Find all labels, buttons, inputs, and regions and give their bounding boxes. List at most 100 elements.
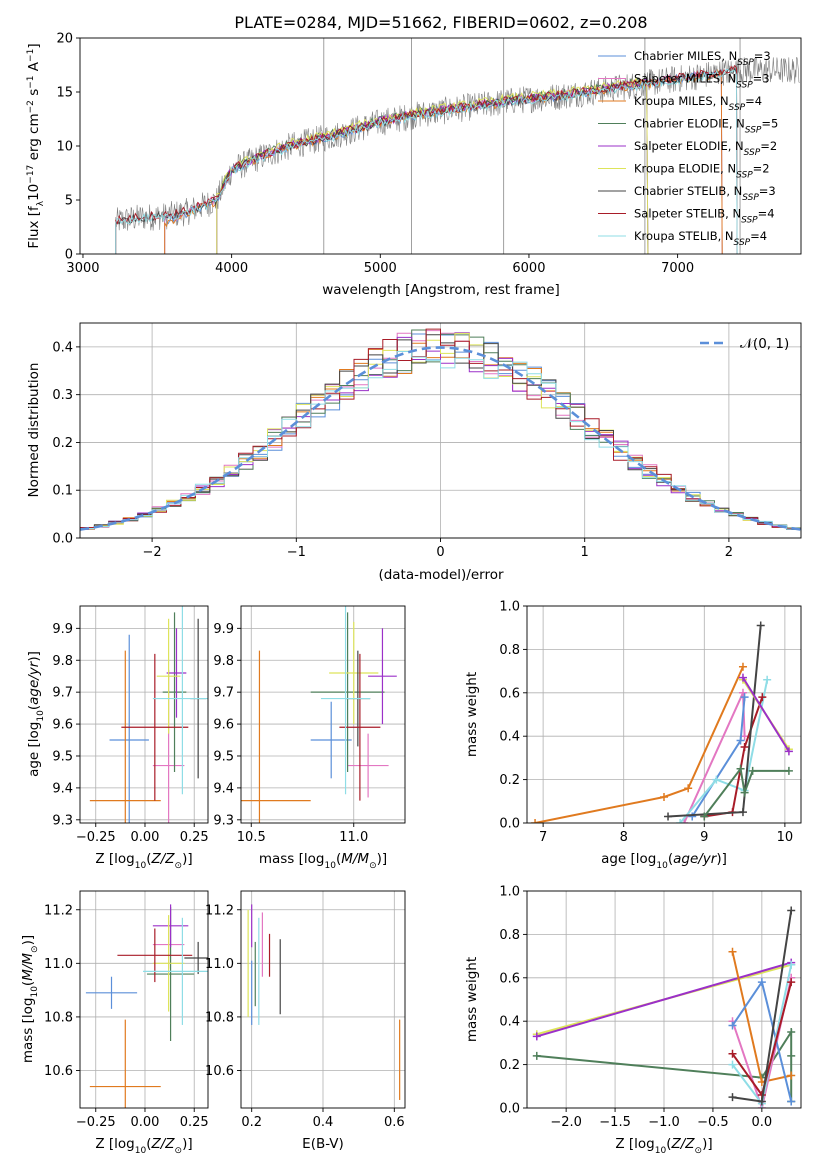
massweight-vs-Z-xtick-label-4: 0.0 — [752, 1115, 773, 1130]
spectrum-xtick-label-0: 3000 — [66, 261, 99, 276]
massweight-vs-age-marker-2-0 — [688, 812, 697, 821]
mass-vs-Z-axes: −0.25 0.00 0.25 10.6 10.8 11.0 11.2 Z [log10(Z/… — [20, 890, 209, 1156]
massweight-vs-Z-marker-6-0 — [728, 1060, 737, 1069]
spectrum-series-3 — [216, 76, 649, 254]
massweight-vs-Z-marker-7-0 — [728, 1049, 737, 1058]
spectrum-plot-area — [115, 38, 800, 254]
massweight-vs-age-ytick-label-2: 0.4 — [499, 730, 520, 745]
residuals-axes: −2 −1 0 1 2 0.0 0.1 0.2 0.3 0.4 (data-model)/error… — [26, 322, 802, 583]
massweight-vs-Z-marker-6-2 — [787, 960, 796, 969]
massweight-vs-age-xtick-label-1: 8 — [620, 830, 628, 845]
spectrum-legend-entry-4: Salpeter ELODIE, NSSP=2 — [634, 139, 777, 158]
residuals-ytick-label-3: 0.3 — [52, 388, 73, 403]
mass-vs-Z-ytick-label-0: 10.6 — [44, 1064, 73, 1079]
massweight-vs-Z-series-1 — [536, 961, 792, 1038]
massweight-vs-Z-ytick-label-5: 1.0 — [499, 885, 520, 900]
massweight-vs-age-marker-3-1 — [712, 775, 721, 784]
massweight-vs-age-marker-8-1 — [784, 747, 793, 756]
mass-vs-EBV-ytick-label-3: 11.2 — [205, 903, 234, 918]
age-vs-mass-frame — [240, 605, 406, 824]
massweight-vs-age-marker-6-1 — [736, 764, 745, 773]
residuals-xtick-label-2: 0 — [436, 545, 444, 560]
spectrum-ytick-label-2: 10 — [56, 140, 73, 155]
massweight-vs-age-marker-0-1 — [660, 792, 668, 801]
spectrum-series-4 — [216, 77, 649, 254]
massweight-vs-age-xlabel: age [log10(age/yr)] — [601, 851, 727, 871]
massweight-vs-age-xtick-label-2: 9 — [700, 830, 708, 845]
residuals-xlabel: (data-model)/error — [378, 567, 504, 583]
massweight-vs-Z-ytick-label-0: 0.0 — [499, 1102, 520, 1117]
age-vs-Z-ytick-label-5: 9.8 — [52, 654, 73, 669]
mass-vs-Z-xtick-label-2: 0.25 — [180, 1115, 209, 1130]
massweight-vs-age-frame — [526, 605, 802, 824]
mass-vs-Z-ylabel: mass [log10(M/M⊙)] — [20, 935, 40, 1063]
mass-vs-EBV-xtick-label-1: 0.4 — [313, 1115, 334, 1130]
residuals-ytick-label-2: 0.2 — [52, 436, 73, 451]
age-vs-mass-ytick-label-4: 9.7 — [213, 686, 234, 701]
massweight-vs-Z-ytick-label-1: 0.2 — [499, 1058, 520, 1073]
massweight-vs-age-marker-0-3 — [738, 662, 747, 671]
age-vs-mass-ytick-label-3: 9.6 — [213, 718, 234, 733]
residuals-plot-area — [80, 328, 801, 532]
massweight-vs-Z-xtick-label-2: −1.0 — [648, 1115, 680, 1130]
age-vs-Z-ylabel: age [log10(age/yr)] — [26, 651, 46, 777]
residuals-histogram-8 — [80, 351, 801, 532]
massweight-vs-age-marker-4-3 — [758, 693, 767, 702]
spectrum-xtick-label-3: 6000 — [512, 261, 545, 276]
massweight-vs-Z-marker-5-2 — [787, 1097, 796, 1106]
mass-vs-Z-xlabel: Z [log10(Z/Z⊙)] — [95, 1136, 192, 1156]
spectrum-legend-entry-8: Kroupa STELIB, NSSP=4 — [634, 229, 767, 248]
age-vs-Z-axes: −0.25 0.00 0.25 9.3 9.4 9.5 9.6 9.7 9.8 9.9 Z [log… — [26, 605, 209, 871]
age-vs-Z-xtick-label-2: 0.25 — [180, 830, 209, 845]
age-vs-Z-ytick-label-2: 9.5 — [52, 749, 73, 764]
massweight-vs-age-plot-area — [531, 621, 793, 823]
massweight-vs-Z-marker-7-2 — [787, 978, 796, 987]
spectrum-xtick-label-4: 7000 — [661, 261, 694, 276]
spectrum-ytick-label-3: 15 — [56, 86, 73, 101]
mass-vs-Z-ytick-label-2: 11.0 — [44, 957, 73, 972]
age-vs-mass-xlabel: mass [log10(M/M⊙)] — [259, 851, 387, 871]
massweight-vs-age-marker-5-1 — [738, 808, 747, 817]
massweight-vs-age-marker-3-3 — [763, 675, 772, 684]
age-vs-mass-ytick-label-6: 9.9 — [213, 622, 234, 637]
massweight-vs-Z-xlabel: Z [log10(Z/Z⊙)] — [615, 1136, 712, 1156]
massweight-vs-age-marker-2-2 — [740, 693, 749, 702]
massweight-vs-age-ytick-label-4: 0.8 — [499, 643, 520, 658]
massweight-vs-age-marker-1-1 — [738, 688, 747, 697]
massweight-vs-Z-plot-area — [532, 906, 796, 1108]
massweight-vs-age-marker-1-0 — [680, 819, 689, 823]
age-vs-Z-plot-area — [89, 606, 208, 823]
spectrum-series-5 — [216, 77, 649, 254]
age-vs-Z-frame — [79, 605, 209, 824]
residuals-xtick-label-0: −2 — [143, 545, 162, 560]
age-vs-mass-plot-area — [241, 606, 397, 823]
massweight-vs-age-ytick-label-1: 0.2 — [499, 773, 520, 788]
massweight-vs-Z-axes: −2.0 −1.5 −1.0 −0.5 0.0 0.0 0.2 0.4 0.6 0.8 1.0 Z [… — [464, 885, 802, 1156]
residuals-xtick-label-1: −1 — [287, 545, 306, 560]
massweight-vs-age-marker-6-0 — [700, 812, 709, 821]
spectrum-xtick-label-2: 5000 — [364, 261, 397, 276]
age-vs-Z-xlabel: Z [log10(Z/Z⊙)] — [95, 851, 192, 871]
spectrum-xlabel: wavelength [Angstrom, rest frame] — [322, 282, 560, 298]
residuals-ytick-label-0: 0.0 — [52, 532, 73, 547]
spectrum-legend-entry-1: Salpeter MILES, NSSP=3 — [634, 72, 770, 91]
massweight-vs-age-xtick-label-3: 10 — [777, 830, 794, 845]
massweight-vs-age-ytick-label-3: 0.6 — [499, 686, 520, 701]
mass-vs-Z-plot-area — [85, 904, 208, 1108]
massweight-vs-Z-marker-5-0 — [728, 1021, 737, 1030]
mass-vs-Z-frame — [79, 890, 209, 1109]
residuals-xtick-label-4: 2 — [725, 545, 733, 560]
massweight-vs-age-marker-6-3 — [748, 766, 757, 775]
age-vs-Z-xtick-label-0: −0.25 — [76, 830, 116, 845]
mass-vs-Z-xtick-label-0: −0.25 — [76, 1115, 116, 1130]
massweight-vs-Z-marker-1-0 — [532, 1032, 541, 1041]
age-vs-mass-xtick-label-1: 11.0 — [339, 830, 368, 845]
mass-vs-EBV-ytick-label-0: 10.6 — [205, 1064, 234, 1079]
spectrum-ytick-label-4: 20 — [56, 32, 73, 47]
age-vs-mass-ytick-label-5: 9.8 — [213, 654, 234, 669]
figure-title: PLATE=0284, MJD=51662, FIBERID=0602, z=0… — [234, 13, 647, 32]
spectrum-ytick-label-0: 0 — [65, 248, 73, 263]
massweight-vs-Z-ytick-label-4: 0.8 — [499, 928, 520, 943]
spectrum-legend-entry-5: Kroupa ELODIE, NSSP=2 — [634, 162, 770, 181]
